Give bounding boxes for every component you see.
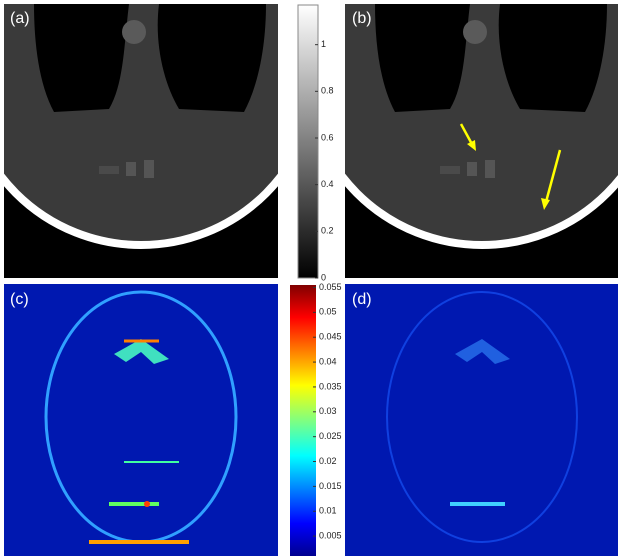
tick-label: 0.025 xyxy=(319,431,342,441)
panel-d xyxy=(345,284,618,556)
tick-label: 0.05 xyxy=(319,307,337,317)
tick-label: 0.015 xyxy=(319,481,342,491)
panel-a xyxy=(0,0,318,278)
panel-label: (d) xyxy=(352,291,372,308)
colorbar-jet xyxy=(290,285,316,556)
tick-label: 0.03 xyxy=(319,406,337,416)
tick-label: 0.4 xyxy=(321,179,334,189)
colorbar-gray xyxy=(298,5,318,278)
tick-label: 1 xyxy=(321,39,326,49)
figure: (a) (b) (c) (d) 00.20.40.60.810.0050.010… xyxy=(0,0,618,560)
tick-label: 0.02 xyxy=(319,456,337,466)
panel-label: (a) xyxy=(10,10,30,27)
tick-label: 0.01 xyxy=(319,506,337,516)
panel-label: (c) xyxy=(10,291,29,308)
tick-label: 0.6 xyxy=(321,132,334,142)
tick-label: 0.005 xyxy=(319,530,342,540)
tick-label: 0.055 xyxy=(319,282,342,292)
tick-label: 0.035 xyxy=(319,381,342,391)
tick-label: 0.04 xyxy=(319,356,337,366)
panel-b xyxy=(305,0,618,278)
tick-label: 0.2 xyxy=(321,226,334,236)
tick-label: 0.045 xyxy=(319,332,342,342)
panel-c xyxy=(4,284,278,556)
tick-label: 0.8 xyxy=(321,86,334,96)
panel-label: (b) xyxy=(352,10,372,27)
